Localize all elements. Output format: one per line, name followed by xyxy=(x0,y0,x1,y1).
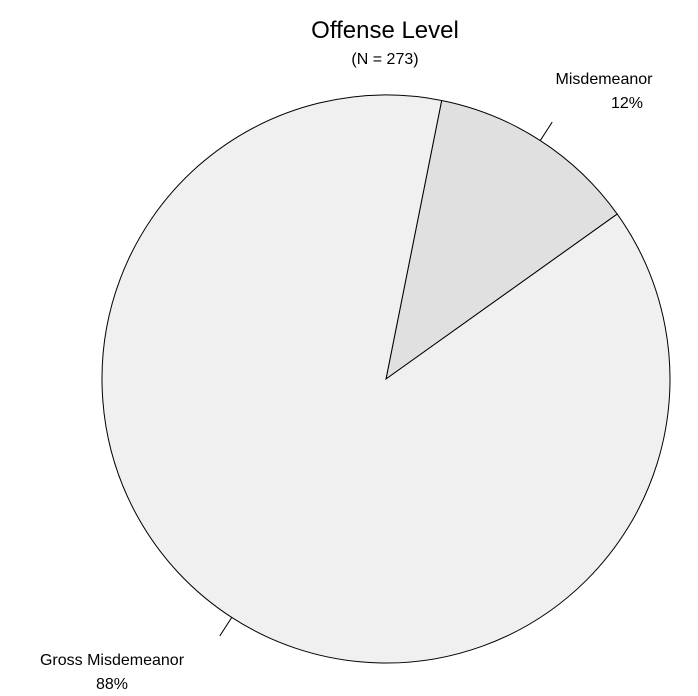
leader-line-misdemeanor xyxy=(539,121,553,141)
pie-slices xyxy=(101,94,671,664)
slice-label-gross-misdemeanor: Gross Misdemeanor xyxy=(40,652,185,669)
chart-title: Offense Level xyxy=(311,17,459,44)
slice-percent-gross-misdemeanor: 88% xyxy=(96,676,128,693)
pie-leader-lines xyxy=(219,121,553,637)
chart-subtitle: (N = 273) xyxy=(351,51,418,68)
leader-line-gross-misdemeanor xyxy=(219,617,233,637)
slice-percent-misdemeanor: 12% xyxy=(611,95,643,112)
slice-label-misdemeanor: Misdemeanor xyxy=(556,71,654,88)
